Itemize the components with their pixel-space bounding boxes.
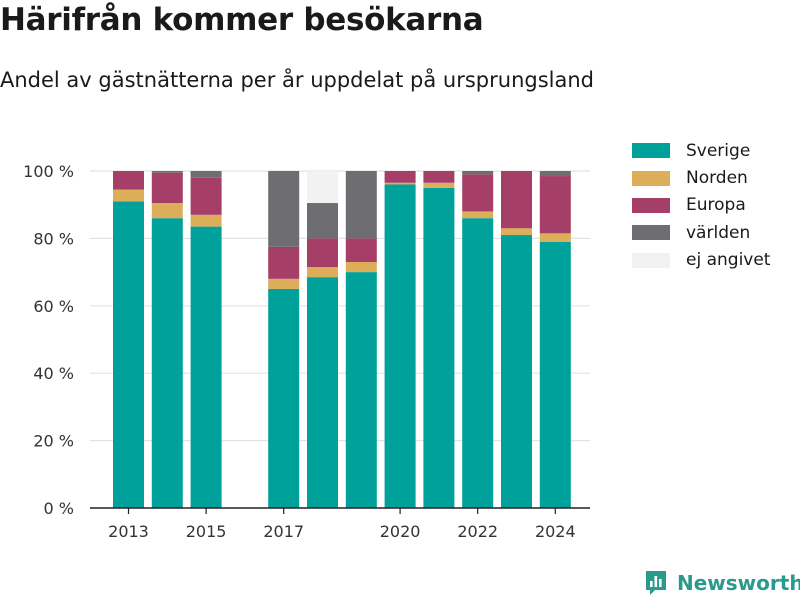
bar-segment [501,228,532,236]
legend-item: Sverige [632,137,770,164]
legend-item: världen [632,219,770,246]
y-tick-label: 0 % [44,499,74,518]
x-axis-ticks: 2013 2015 2017 2020 2022 2024 [108,508,576,541]
chart-title: Härifrån kommer besökarna [0,2,484,38]
bar-segment [539,233,571,242]
bar-segment [268,246,300,279]
bar-segment [423,171,455,183]
bar-segment [345,171,377,239]
legend-swatch [632,225,670,241]
bar-segment [151,172,183,204]
y-tick-label: 60 % [33,297,74,316]
bar-segment [384,184,416,509]
legend-item: Norden [632,164,770,191]
bar-segment [307,171,338,204]
legend-swatch [632,197,670,213]
bar-segment [462,174,494,212]
bar-segment [307,277,338,508]
bar-segment [190,214,222,227]
x-tick-label: 2024 [535,522,576,541]
legend-swatch [632,170,670,186]
bar-segment [113,201,144,508]
bar-segment [307,203,338,239]
x-tick-label: 2017 [263,522,304,541]
bar-segment [151,203,183,219]
bar-segment [268,278,300,289]
bar-segment [539,176,571,234]
legend-item: ej angivet [632,247,770,274]
bar-segment [345,272,377,508]
x-tick-label: 2020 [380,522,421,541]
bar-segment [462,211,494,219]
newsworthy-logo-icon [646,571,666,595]
bar-segment [151,218,183,508]
x-tick-label: 2015 [186,522,227,541]
legend-swatch [632,252,670,268]
bar-segment [345,261,377,273]
legend-label: Norden [686,168,748,189]
bar-segment [539,241,571,508]
bar-segment [384,171,416,183]
brand-name: Newsworthy [677,571,800,595]
bar-segment [539,171,571,177]
y-tick-label: 40 % [33,364,74,383]
legend-swatch [632,143,670,159]
x-tick-label: 2013 [108,522,149,541]
bar-segment [501,171,532,229]
legend-label: Sverige [686,140,751,161]
bar-segment [384,182,416,185]
bar-segment [462,218,494,508]
bar-segment [268,288,300,508]
bar-segment [423,187,455,508]
bars [113,171,571,509]
y-tick-label: 100 % [23,162,74,181]
bar-segment [190,177,222,215]
y-tick-label: 20 % [33,432,74,451]
bar-segment [190,171,222,178]
y-axis-ticks: 0 % 20 % 40 % 60 % 80 % 100 % [23,162,74,518]
legend-label: världen [686,222,751,243]
bar-segment [307,238,338,268]
bar-segment [113,189,144,202]
legend-label: Europa [686,195,746,216]
bar-segment [462,171,494,175]
chart-subtitle: Andel av gästnätterna per år uppdelat på… [0,68,594,92]
bar-segment [345,238,377,262]
bar-segment [268,171,300,247]
legend-item: Europa [632,192,770,219]
y-tick-label: 80 % [33,229,74,248]
legend: Sverige Norden Europa världen ej angivet [632,137,770,274]
bar-segment [151,171,183,173]
legend-label: ej angivet [686,250,771,271]
bar-segment [307,267,338,278]
bar-segment [501,235,532,508]
x-tick-label: 2022 [457,522,498,541]
bar-segment [423,182,455,188]
bar-segment [190,226,222,509]
brand-logo: Newsworthy [644,569,800,597]
bar-segment [113,171,144,190]
